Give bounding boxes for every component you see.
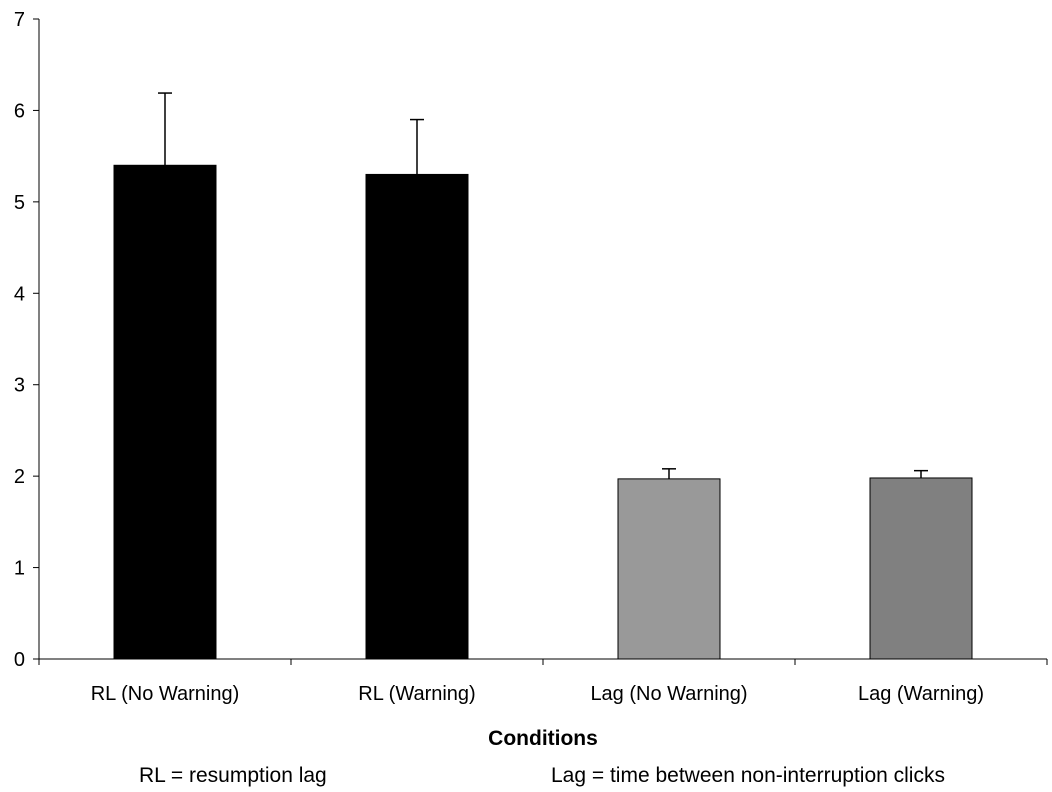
bar — [365, 173, 469, 660]
y-tick-label: 3 — [14, 375, 25, 397]
chart-bars — [113, 92, 973, 660]
footnote-rl: RL = resumption lag — [139, 764, 327, 787]
y-tick-label: 5 — [14, 192, 25, 214]
y-tick-label: 2 — [14, 466, 25, 488]
bar — [869, 477, 973, 660]
y-tick-label: 4 — [14, 283, 25, 305]
x-category-label: RL (Warning) — [358, 683, 475, 705]
y-tick-label: 6 — [14, 100, 25, 122]
y-tick-label: 7 — [14, 9, 25, 31]
x-category-label: RL (No Warning) — [91, 683, 240, 705]
chart-labels: 0 1 2 3 4 5 6 7 RL (No Warning) RL (Warning) Lag (… — [14, 9, 984, 750]
x-category-label: Lag (No Warning) — [590, 683, 747, 705]
y-tick-label: 1 — [14, 558, 25, 580]
bar — [113, 164, 217, 660]
bar-chart: 0 1 2 3 4 5 6 7 RL (No Warning) RL (Warning) Lag (… — [14, 9, 1048, 750]
x-category-label: Lag (Warning) — [858, 683, 984, 705]
y-tick-label: 0 — [14, 649, 25, 671]
x-axis-title: Conditions — [488, 727, 598, 750]
footnote-lag: Lag = time between non-interruption clic… — [551, 764, 945, 787]
bar — [617, 478, 721, 660]
